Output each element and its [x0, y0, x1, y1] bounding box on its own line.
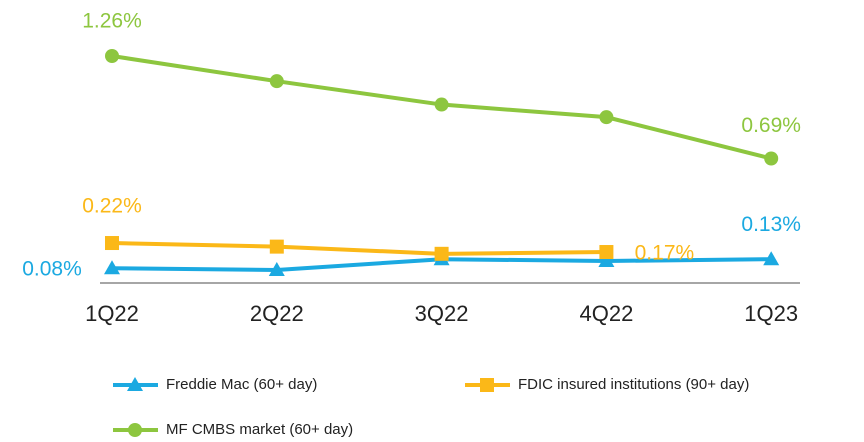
data-point: [269, 239, 284, 254]
data-point: [599, 245, 614, 260]
data-point: [598, 253, 615, 268]
legend-label: MF CMBS market (60+ day): [166, 421, 353, 438]
x-tick-label: 1Q22: [85, 301, 139, 326]
data-label: 0.22%: [82, 195, 142, 218]
data-label: 0.08%: [22, 258, 82, 281]
data-label: 0.69%: [741, 114, 801, 137]
data-point: [268, 262, 285, 276]
data-point: [105, 49, 119, 63]
x-tick-label: 4Q22: [579, 301, 633, 326]
data-point: [434, 97, 449, 112]
data-label: 0.17%: [635, 242, 695, 265]
legend-label: FDIC insured institutions (90+ day): [518, 376, 749, 393]
data-label: 1.26%: [82, 10, 142, 33]
data-point: [599, 110, 614, 125]
data-label: 0.13%: [741, 213, 801, 236]
data-point: [269, 74, 284, 89]
x-tick-label: 1Q23: [744, 301, 798, 326]
legend-label: Freddie Mac (60+ day): [166, 376, 317, 393]
data-point: [763, 251, 780, 266]
x-tick-label: 3Q22: [415, 301, 469, 326]
legend-marker: [128, 423, 142, 437]
series-line: [111, 241, 607, 256]
data-point: [104, 260, 120, 275]
data-point: [105, 236, 119, 251]
legend-marker: [480, 378, 494, 392]
legend-marker: [127, 377, 143, 391]
data-point: [434, 246, 449, 261]
data-point: [764, 151, 779, 166]
x-tick-label: 2Q22: [250, 301, 304, 326]
